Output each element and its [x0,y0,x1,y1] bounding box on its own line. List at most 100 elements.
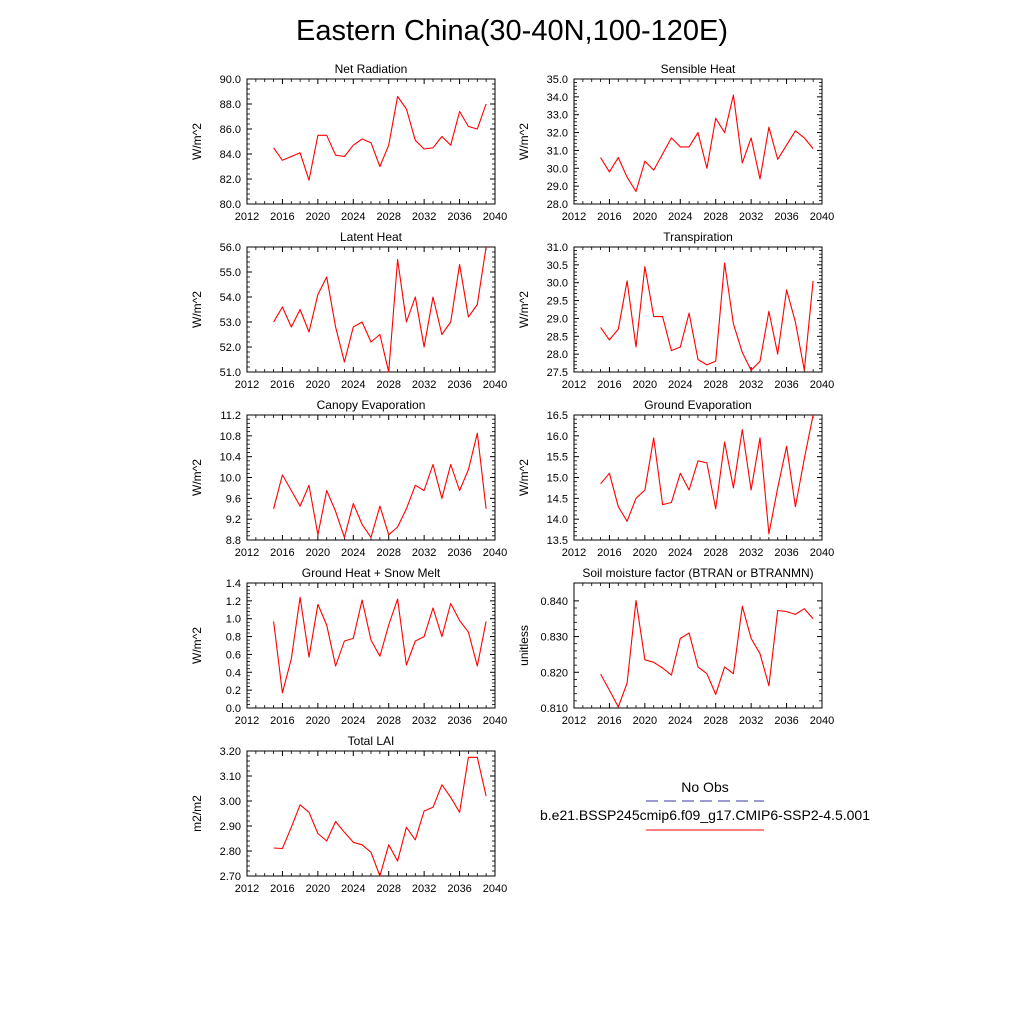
y-tick-label: 2.80 [220,846,241,858]
y-tick-label: 32.0 [547,128,568,140]
y-tick-label: 34.0 [547,92,568,104]
series-line [273,596,487,694]
series-line [600,414,814,535]
y-tick-label: 0.830 [540,632,568,644]
y-tick-label: 0.4 [226,667,241,679]
x-tick-label: 2032 [412,379,436,391]
series-line [273,432,487,538]
x-tick-label: 2024 [341,715,365,727]
y-tick-label: 0.8 [226,632,241,644]
panel-title: Total LAI [348,734,395,748]
x-tick-label: 2016 [270,883,294,895]
panel-title: Latent Heat [340,230,403,244]
y-tick-label: 10.4 [220,452,241,464]
panel-4: Transpiration W/m^2 2012 2016 2020 2024 2028 20… [517,230,834,391]
plot-frame [573,414,823,541]
y-tick-label: 0.2 [226,685,241,697]
panel-5: Canopy Evaporation W/m^2 2012 2016 2020 2024 2… [190,398,507,559]
x-tick-label: 2016 [597,715,621,727]
panel-title: Ground Heat + Snow Melt [302,566,441,580]
plot-frame [246,582,496,709]
x-tick-label: 2012 [235,547,259,559]
y-tick-label: 14.0 [547,514,568,526]
x-tick-label: 2028 [703,547,727,559]
y-tick-label: 0.840 [540,596,568,608]
y-tick-label: 31.0 [547,145,568,157]
x-tick-label: 2028 [376,715,400,727]
x-tick-label: 2020 [306,883,330,895]
x-tick-label: 2016 [270,379,294,391]
y-tick-label: 2.70 [220,871,241,883]
x-tick-label: 2012 [562,547,586,559]
x-tick-label: 2020 [306,547,330,559]
y-tick-label: 14.5 [547,493,568,505]
x-tick-label: 2040 [483,715,507,727]
y-tick-label: 16.0 [547,431,568,443]
x-tick-label: 2016 [270,211,294,223]
x-tick-label: 2032 [739,715,763,727]
y-tick-label: 27.5 [547,367,568,379]
x-tick-label: 2012 [235,883,259,895]
x-tick-label: 2012 [235,379,259,391]
y-tick-label: 9.2 [226,514,241,526]
x-tick-label: 2036 [774,379,798,391]
y-axis-label: W/m^2 [517,291,531,328]
panel-1: Net Radiation W/m^2 2012 2016 2020 2024 2028 20… [190,62,507,223]
figure-title: Eastern China(30-40N,100-120E) [296,15,728,47]
x-tick-label: 2036 [774,547,798,559]
y-tick-label: 0.0 [226,703,241,715]
x-tick-label: 2024 [341,547,365,559]
y-tick-label: 11.2 [220,410,241,422]
x-tick-label: 2032 [412,211,436,223]
x-tick-label: 2040 [810,715,834,727]
x-tick-label: 2020 [633,547,657,559]
panel-title: Canopy Evaporation [317,398,426,412]
series-line [600,94,814,193]
x-tick-label: 2028 [376,883,400,895]
x-tick-label: 2020 [306,379,330,391]
y-tick-label: 3.00 [220,796,241,808]
y-tick-label: 80.0 [220,199,241,211]
x-tick-label: 2020 [306,715,330,727]
x-tick-label: 2032 [412,715,436,727]
x-tick-label: 2016 [597,547,621,559]
panel-title: Net Radiation [335,62,408,76]
y-tick-label: 10.8 [220,431,241,443]
plot-frame [246,246,496,373]
panel-title: Transpiration [663,230,733,244]
y-tick-label: 31.0 [547,242,568,254]
y-tick-label: 0.6 [226,649,241,661]
x-tick-label: 2028 [703,379,727,391]
y-axis-label: W/m^2 [190,123,204,160]
y-tick-label: 1.2 [226,596,241,608]
y-tick-label: 29.5 [547,296,568,308]
x-tick-label: 2024 [341,379,365,391]
series-line [273,756,487,877]
y-axis-label: W/m^2 [190,627,204,664]
y-tick-label: 55.0 [220,267,241,279]
series-line [600,262,814,371]
x-tick-label: 2040 [810,211,834,223]
x-tick-label: 2016 [597,379,621,391]
y-tick-label: 84.0 [220,149,241,161]
y-tick-label: 2.90 [220,821,241,833]
y-axis-label: W/m^2 [190,459,204,496]
y-axis-label: unitless [517,625,531,666]
y-tick-label: 29.0 [547,313,568,325]
y-axis-label: W/m^2 [517,459,531,496]
series-line [273,246,487,373]
panel-title: Soil moisture factor (BTRAN or BTRANMN) [582,566,813,580]
x-tick-label: 2032 [412,883,436,895]
y-tick-label: 30.0 [547,278,568,290]
y-tick-label: 51.0 [220,367,241,379]
plot-frame [246,78,496,205]
x-tick-label: 2040 [810,379,834,391]
x-tick-label: 2012 [562,379,586,391]
y-tick-label: 88.0 [220,99,241,111]
y-tick-label: 30.0 [547,163,568,175]
x-tick-label: 2020 [306,211,330,223]
x-tick-label: 2036 [774,211,798,223]
x-tick-label: 2016 [270,715,294,727]
x-tick-label: 2028 [376,547,400,559]
x-tick-label: 2028 [703,715,727,727]
